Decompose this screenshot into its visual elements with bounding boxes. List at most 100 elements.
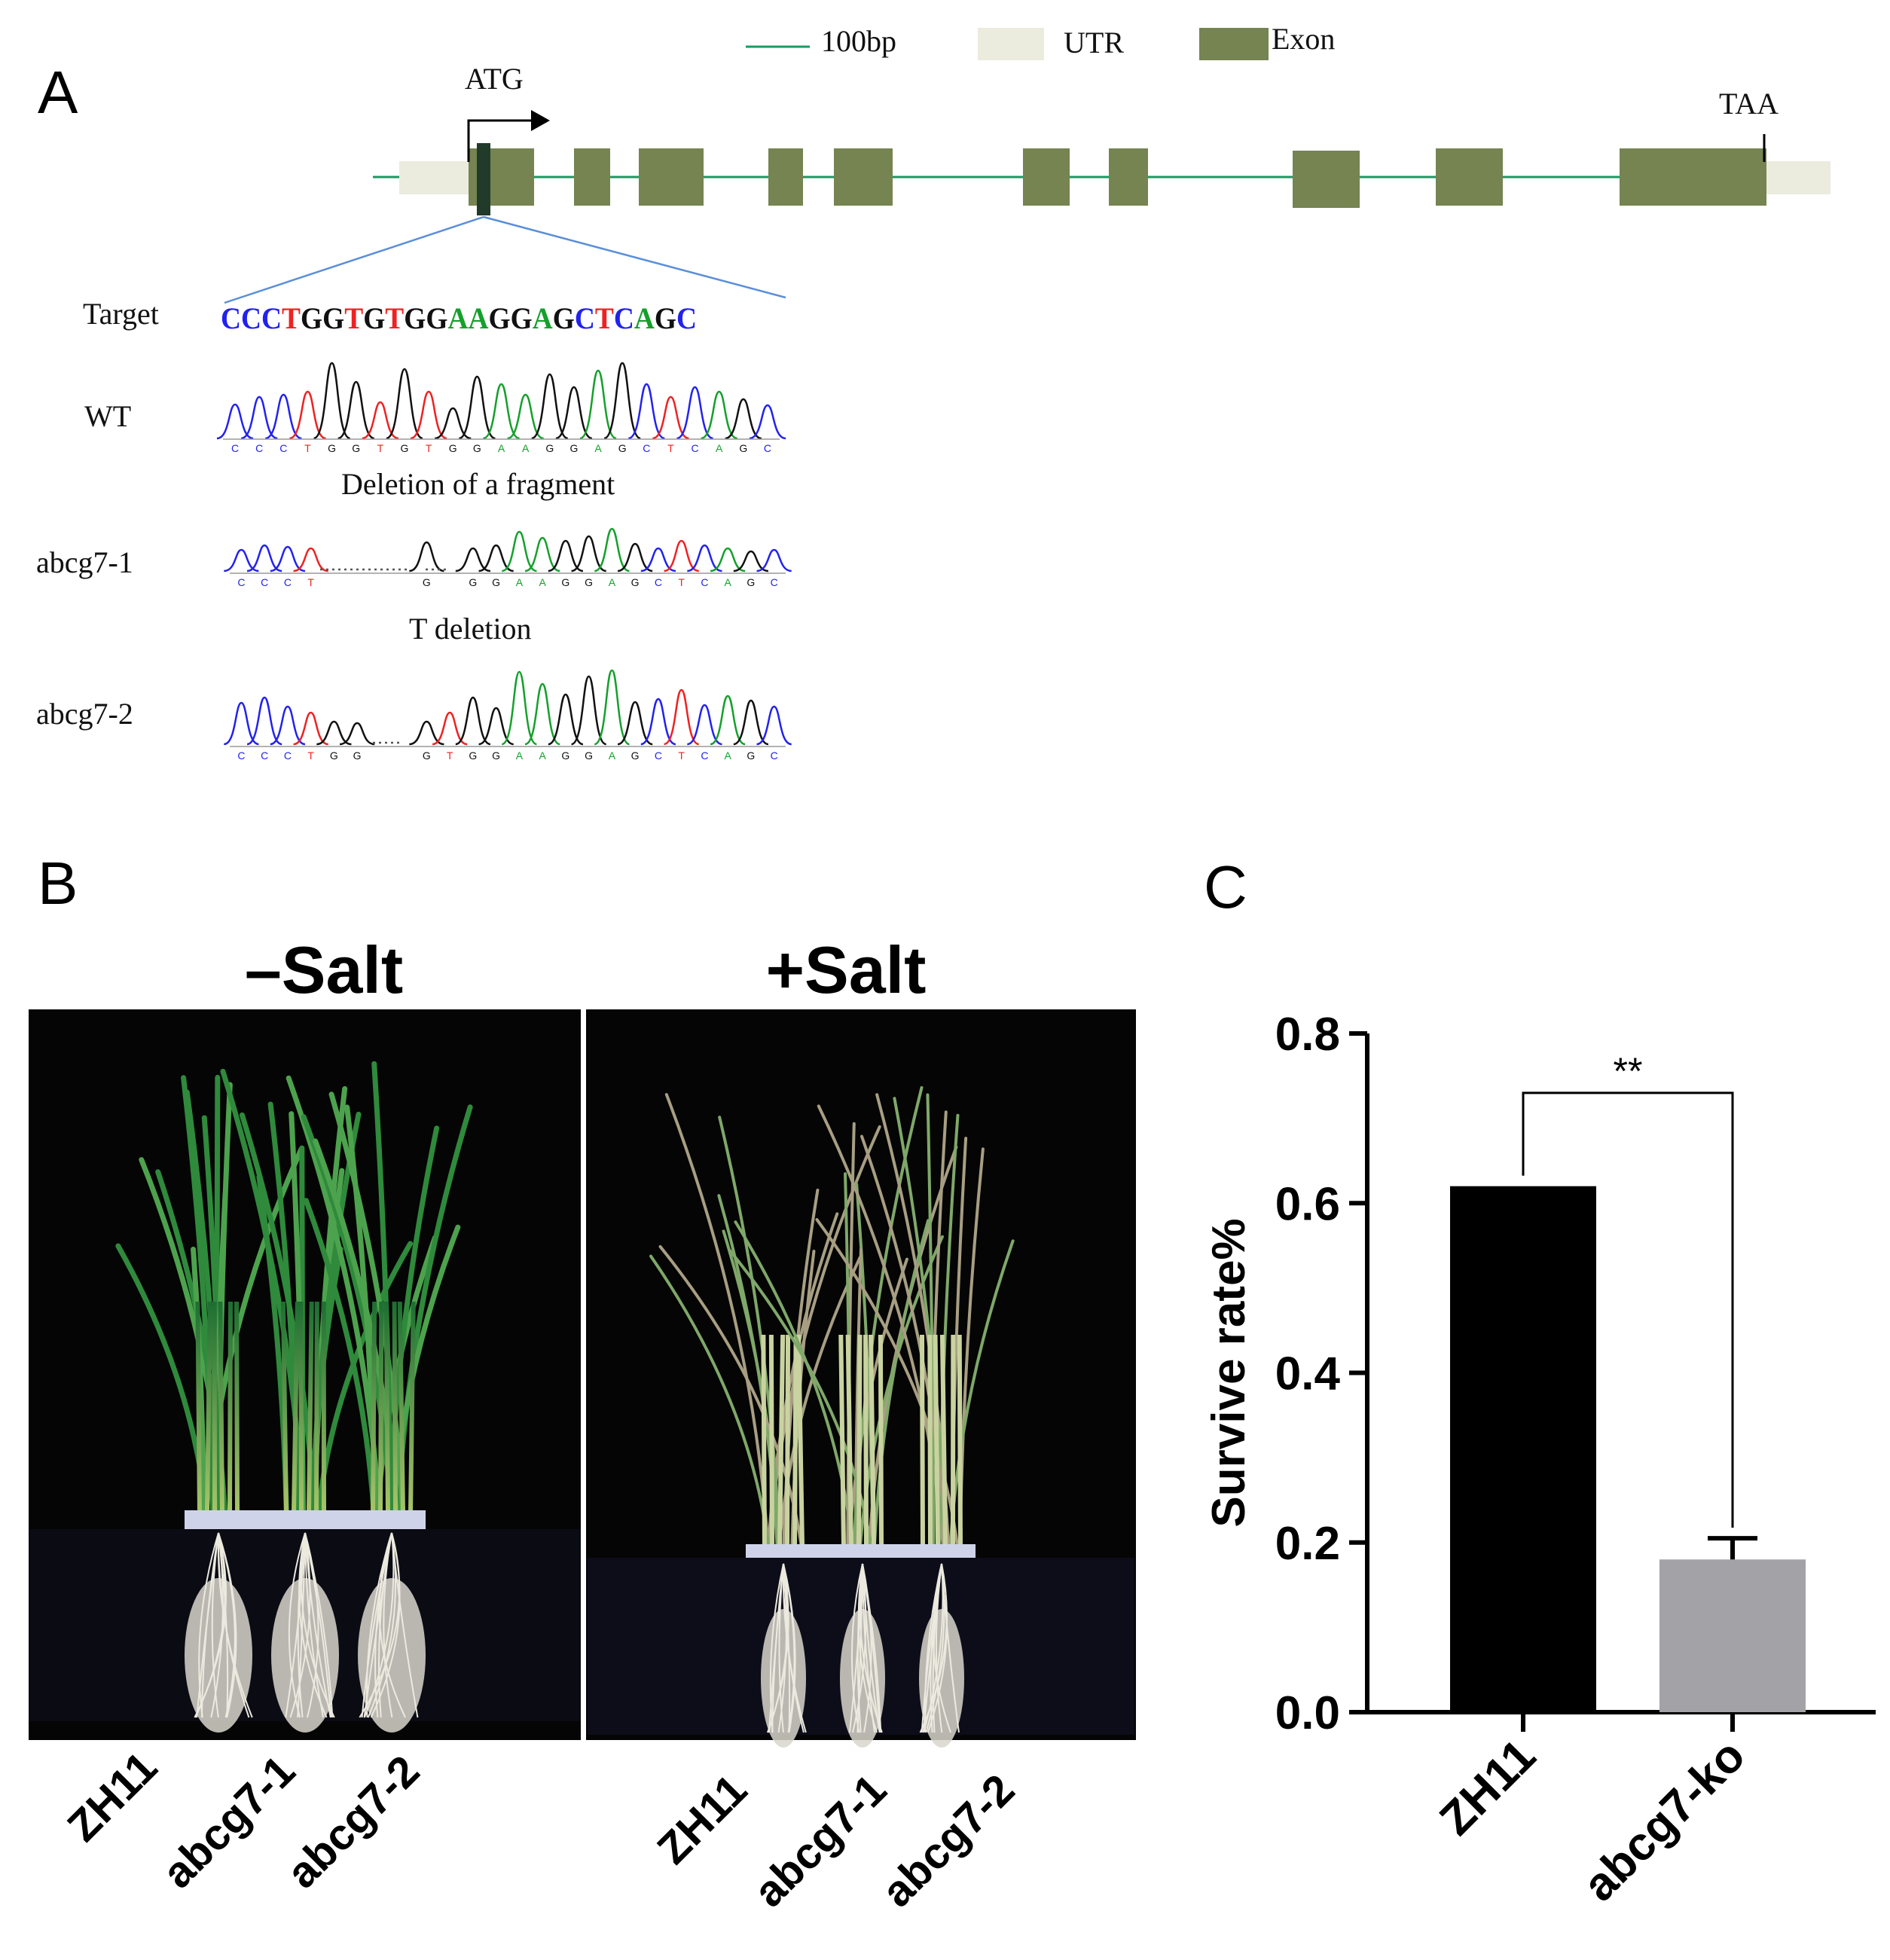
target-base: A xyxy=(533,301,553,335)
seedling-stem xyxy=(785,1334,791,1546)
base-call: C xyxy=(764,442,771,454)
chromatogram-peak xyxy=(240,395,278,440)
healthy-seedlings xyxy=(115,1061,473,1516)
x-tick-label: abcg7-ko xyxy=(1574,1730,1755,1911)
base-call: C xyxy=(701,576,708,588)
chromatogram-wt xyxy=(216,362,786,440)
root-strand xyxy=(297,1532,306,1718)
seedling-stem xyxy=(218,1301,224,1513)
seedling-stem xyxy=(856,1334,863,1546)
target-base: G xyxy=(404,301,426,335)
base-call: C xyxy=(284,576,292,588)
base-call: A xyxy=(522,442,530,454)
base-call: G xyxy=(449,442,457,454)
withered-leaf xyxy=(718,1116,781,1547)
exon-4 xyxy=(768,148,803,206)
target-base: C xyxy=(221,301,241,335)
base-call: C xyxy=(237,750,245,762)
base-call: G xyxy=(469,750,477,762)
y-tick-label: 0.0 xyxy=(1275,1687,1340,1739)
stop-codon-label: TAA xyxy=(1719,87,1779,121)
base-call: A xyxy=(724,750,731,762)
target-base: G xyxy=(489,301,511,335)
target-base: C xyxy=(261,301,282,335)
root-strand xyxy=(217,1532,253,1718)
base-call: T xyxy=(667,442,674,454)
base-call: A xyxy=(594,442,602,454)
base-call: G xyxy=(330,750,338,762)
seedling-stem xyxy=(397,1301,405,1513)
seedling-stem xyxy=(371,1301,377,1513)
base-call: C xyxy=(284,750,292,762)
root-bundles xyxy=(185,1532,426,1733)
target-site-marker xyxy=(477,143,490,215)
chromatogram-peak xyxy=(701,390,738,440)
base-call: G xyxy=(401,442,409,454)
chromatogram-peak xyxy=(223,701,259,746)
plus-label-abcg7-1: abcg7-1 xyxy=(744,1765,896,1916)
root-strand xyxy=(851,1563,867,1733)
chromatogram-peak xyxy=(548,539,584,572)
chromatogram-peak xyxy=(676,386,714,440)
seedling-stem xyxy=(408,1301,416,1513)
root-strand xyxy=(196,1532,219,1718)
panel-a-label: A xyxy=(38,59,78,126)
photo-plus-salt xyxy=(586,1009,1136,1748)
chromatogram-peak xyxy=(555,386,593,440)
legend-exon-label: Exon xyxy=(1272,22,1335,56)
y-tick-label: 0.4 xyxy=(1275,1348,1341,1400)
chromatogram-abcg7-1 xyxy=(224,527,792,572)
chromatogram-peak xyxy=(617,542,653,572)
minus-label-abcg7-2: abcg7-2 xyxy=(277,1746,429,1897)
survival-bar-chart: 0.0 0.2 0.4 0.6 0.8 Survive rate% ZH11 abcg7-ko… xyxy=(1203,1009,1876,1911)
root-strand xyxy=(862,1563,881,1733)
panel-b: B –Salt +Salt ZH11 abcg7-1 abcg7-2 ZH11 … xyxy=(29,850,1136,1916)
seedling-stem xyxy=(383,1301,390,1513)
base-call: G xyxy=(353,750,362,762)
significance-label: ** xyxy=(1614,1050,1643,1092)
chromatogram-peak xyxy=(313,362,351,440)
chromatogram-peak xyxy=(548,693,584,746)
chromatogram-peak xyxy=(594,527,630,572)
base-call: A xyxy=(516,576,524,588)
t-deletion-caption: T deletion xyxy=(409,612,532,646)
seedling-stem xyxy=(768,1334,774,1546)
chromatogram-peak xyxy=(246,696,282,746)
target-base: A xyxy=(447,301,468,335)
target-base: G xyxy=(553,301,575,335)
leaf-blade xyxy=(387,1125,440,1516)
target-base: C xyxy=(614,301,634,335)
root-strand xyxy=(304,1532,325,1718)
root-strand xyxy=(298,1532,328,1718)
gene-legend: 100bp UTR Exon xyxy=(746,22,1335,60)
chromatogram-peak xyxy=(617,701,653,746)
base-call: G xyxy=(352,442,360,454)
x-tick-label: ZH11 xyxy=(1430,1730,1546,1846)
seedling-stem xyxy=(761,1334,767,1546)
withered-leaf xyxy=(727,1247,872,1547)
zoom-line-right xyxy=(483,215,786,299)
base-call: C xyxy=(771,576,778,588)
chromatogram-peak xyxy=(501,670,538,746)
exon-8 xyxy=(1293,151,1360,208)
target-base: C xyxy=(676,301,697,335)
root-strand xyxy=(288,1532,306,1718)
chromatogram-peak xyxy=(524,682,560,746)
stressed-seedlings xyxy=(649,1085,1015,1547)
target-base: A xyxy=(634,301,655,335)
root-strand xyxy=(194,1532,227,1718)
bar xyxy=(1450,1186,1596,1712)
base-call: G xyxy=(631,576,640,588)
chromatogram-peak xyxy=(293,547,328,572)
plus-salt-title: +Salt xyxy=(766,933,927,1007)
base-call: C xyxy=(237,576,245,588)
chromatogram-peak xyxy=(524,536,560,572)
base-call: G xyxy=(492,576,500,588)
chromatogram-peak xyxy=(337,380,375,440)
base-call: G xyxy=(569,442,578,454)
chromatogram-peak xyxy=(458,375,496,440)
target-base: T xyxy=(385,301,404,335)
exon-9 xyxy=(1436,148,1503,206)
